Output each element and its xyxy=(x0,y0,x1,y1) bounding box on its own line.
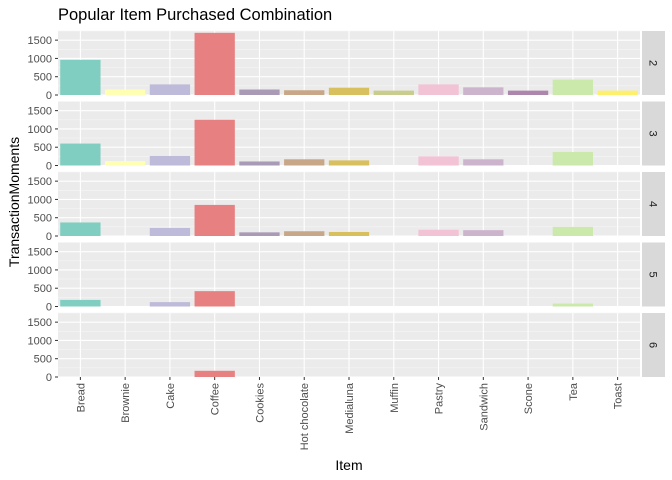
facet-strip xyxy=(642,101,665,166)
bar-scone xyxy=(507,90,549,95)
x-tick-label: Pastry xyxy=(434,383,446,415)
x-tick-label: Medialuna xyxy=(344,382,356,434)
bar-pastry xyxy=(418,84,459,95)
bar-brownie xyxy=(105,89,146,95)
bar-pastry xyxy=(418,156,459,166)
bar-hot-chocolate xyxy=(284,159,325,166)
y-tick-label: 500 xyxy=(34,142,52,154)
bar-bread xyxy=(60,222,101,236)
y-tick-label: 1500 xyxy=(28,317,52,329)
x-tick-label: Scone xyxy=(523,383,535,414)
x-tick-label: Muffin xyxy=(389,383,401,413)
bar-pastry xyxy=(418,229,459,236)
bar-sandwich xyxy=(463,230,504,236)
facet-panel: 0 500 1000 1500 3 xyxy=(28,101,665,173)
facet-strip xyxy=(642,172,665,236)
bar-cookies xyxy=(239,161,280,166)
bar-sandwich xyxy=(463,159,504,166)
facet-strip xyxy=(642,31,665,95)
bar-bread xyxy=(60,299,101,307)
facet-panel: 0 500 1000 1500 6 xyxy=(28,312,665,384)
bar-sandwich xyxy=(463,87,504,95)
bar-bread xyxy=(60,143,101,166)
facet-panels: 0500100015002050010001500305001000150040… xyxy=(28,30,665,384)
facet-panel: 0 500 1000 1500 5 xyxy=(28,242,665,314)
bar-brownie xyxy=(105,161,146,166)
bar-tea xyxy=(552,226,593,236)
x-tick-label: Toast xyxy=(613,383,625,409)
bar-medialuna xyxy=(328,87,370,95)
y-tick-label: 0 xyxy=(46,90,52,102)
bar-tea xyxy=(552,303,593,307)
bar-hot-chocolate xyxy=(284,90,325,95)
x-tick-label: Bread xyxy=(75,383,87,412)
y-tick-label: 1000 xyxy=(28,53,52,65)
x-axis: Bread Brownie Cake Coffee Cookies Hot chocola… xyxy=(75,377,625,450)
x-axis-title: Item xyxy=(335,457,362,473)
bar-bread xyxy=(60,59,101,95)
y-tick-label: 0 xyxy=(46,372,52,384)
bar-tea xyxy=(552,79,593,95)
x-tick-label: Brownie xyxy=(120,383,132,423)
y-tick-label: 500 xyxy=(34,213,52,225)
bar-cake xyxy=(149,227,191,236)
chart-title: Popular Item Purchased Combination xyxy=(58,6,332,24)
x-tick-label: Cookies xyxy=(254,383,266,423)
facet-strip xyxy=(642,313,665,377)
y-tick-label: 500 xyxy=(34,354,52,366)
x-tick-label: Sandwich xyxy=(478,383,490,431)
bar-cookies xyxy=(239,232,280,236)
facet-strip-label: 6 xyxy=(647,342,659,348)
bar-muffin xyxy=(373,90,414,95)
y-tick-label: 1000 xyxy=(28,124,52,136)
bar-coffee xyxy=(194,32,235,95)
y-tick-label: 1000 xyxy=(28,335,52,347)
facet-panel: 0 500 1000 1500 2 xyxy=(28,30,665,102)
bar-medialuna xyxy=(328,231,370,236)
bar-medialuna xyxy=(328,160,370,166)
facet-strip xyxy=(642,242,665,307)
x-tick-label: Coffee xyxy=(210,383,222,415)
x-tick-label: Tea xyxy=(568,382,580,401)
facet-strip-label: 5 xyxy=(647,271,659,277)
y-tick-label: 500 xyxy=(34,283,52,295)
y-tick-label: 1500 xyxy=(28,247,52,259)
y-tick-label: 1500 xyxy=(28,35,52,47)
bar-cake xyxy=(149,302,191,307)
y-tick-label: 500 xyxy=(34,72,52,84)
bar-cake xyxy=(149,84,191,95)
facet-strip-label: 2 xyxy=(647,60,659,66)
x-tick-label: Cake xyxy=(165,383,177,409)
y-tick-label: 1000 xyxy=(28,194,52,206)
facet-strip-label: 4 xyxy=(647,201,659,207)
bar-hot-chocolate xyxy=(284,231,325,236)
facet-strip-label: 3 xyxy=(647,130,659,136)
bar-cookies xyxy=(239,89,280,95)
y-tick-label: 0 xyxy=(46,231,52,243)
bar-coffee xyxy=(194,204,235,236)
bar-coffee xyxy=(194,291,235,307)
y-tick-label: 0 xyxy=(46,302,52,314)
y-tick-label: 1500 xyxy=(28,176,52,188)
y-tick-label: 1000 xyxy=(28,265,52,277)
y-tick-label: 0 xyxy=(46,161,52,173)
y-axis-title: TransactionMoments xyxy=(6,137,22,267)
bar-coffee xyxy=(194,370,235,377)
x-tick-label: Hot chocolate xyxy=(299,383,311,450)
y-tick-label: 1500 xyxy=(28,106,52,118)
facet-panel: 0 500 1000 1500 4 xyxy=(28,171,665,243)
bar-coffee xyxy=(194,119,235,166)
bar-toast xyxy=(597,90,638,95)
bar-tea xyxy=(552,151,593,166)
bar-cake xyxy=(149,155,191,166)
